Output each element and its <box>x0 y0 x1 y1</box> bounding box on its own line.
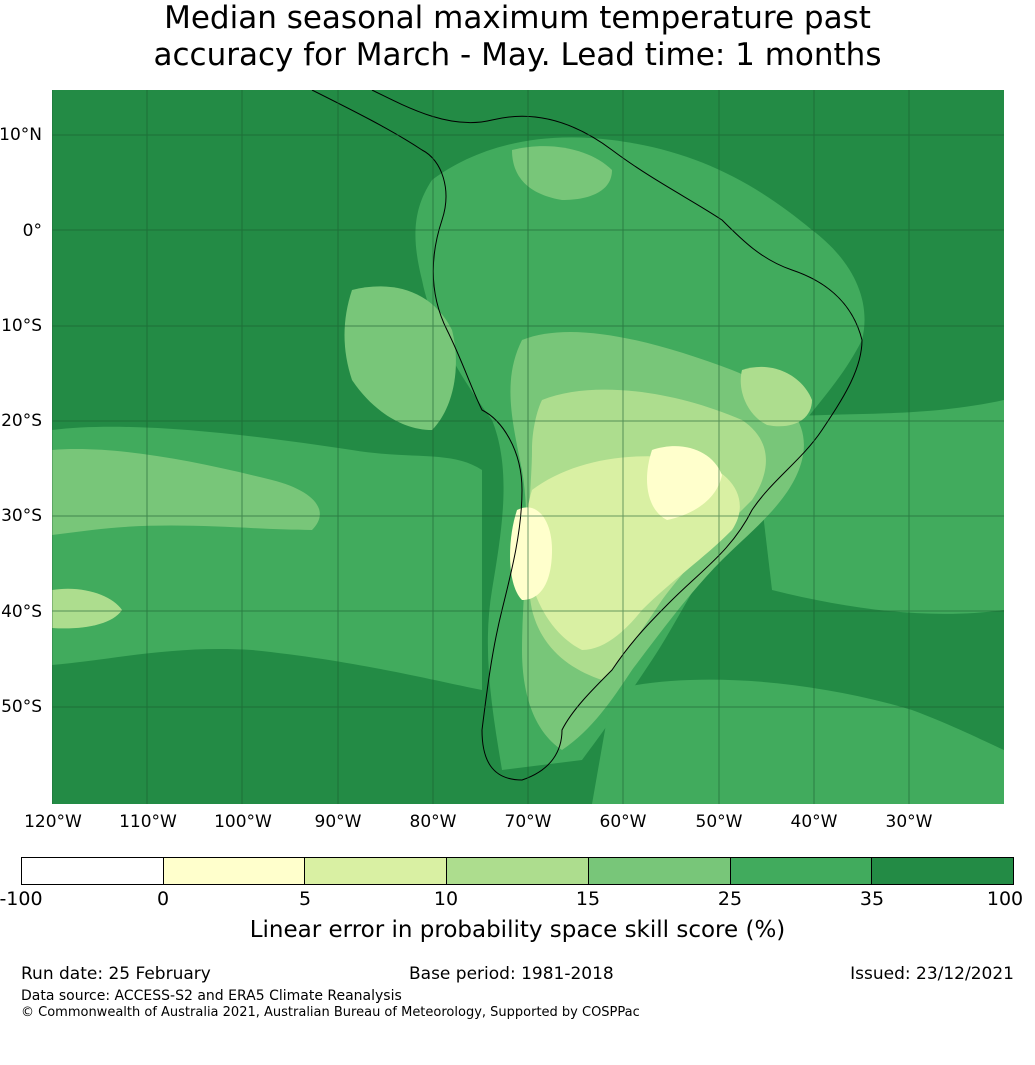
lat-label-10n: 10°N <box>0 125 42 145</box>
band-10-15-pacific-patch <box>52 588 122 629</box>
lat-label-20s: 20°S <box>1 411 42 431</box>
colorbar-tick-100: 100 <box>986 888 1024 910</box>
skill-map <box>52 90 1004 804</box>
colorbar-tick-25: 25 <box>717 888 743 910</box>
data-source: Data source: ACCESS-S2 and ERA5 Climate … <box>21 988 402 1004</box>
copyright: © Commonwealth of Australia 2021, Austra… <box>21 1005 640 1020</box>
lat-label-0: 0° <box>22 221 42 241</box>
colorbar-tick-10: 10 <box>433 888 459 910</box>
band-25-35-south-atlantic <box>592 679 1004 804</box>
band-15-25-west-coast <box>344 286 456 430</box>
band-0-5-core-north <box>647 446 722 520</box>
title-line-2: accuracy for March - May. Lead time: 1 m… <box>153 37 882 73</box>
issued-date: Issued: 23/12/2021 <box>850 964 1014 984</box>
lat-label-40s: 40°S <box>1 602 42 622</box>
colorbar-tick-neg100: -100 <box>0 888 43 910</box>
lat-label-50s: 50°S <box>1 697 42 717</box>
colorbar-tick-15: 15 <box>575 888 601 910</box>
colorbar <box>21 857 1014 885</box>
colorbar-label: Linear error in probability space skill … <box>249 917 786 943</box>
lon-label-110w: 110°W <box>119 812 177 832</box>
lon-label-120w: 120°W <box>24 812 82 832</box>
lon-label-90w: 90°W <box>314 812 362 832</box>
lat-label-30s: 30°S <box>1 506 42 526</box>
lon-label-70w: 70°W <box>504 812 552 832</box>
colorbar-segment-2 <box>163 858 306 884</box>
run-date: Run date: 25 February <box>21 964 211 984</box>
band-0-5 <box>510 446 722 600</box>
lon-label-40w: 40°W <box>790 812 838 832</box>
skill-map-svg <box>52 90 1004 804</box>
colorbar-tick-35: 35 <box>859 888 885 910</box>
colorbar-segment-3 <box>305 858 448 884</box>
lon-label-100w: 100°W <box>214 812 272 832</box>
band-15-25-north <box>512 146 612 200</box>
band-15-25-west-ocean-strip <box>52 449 320 535</box>
colorbar-tick-5: 5 <box>298 888 312 910</box>
lon-label-60w: 60°W <box>599 812 647 832</box>
colorbar-segment-5 <box>588 858 731 884</box>
band-0-5-core-west <box>510 507 552 600</box>
band-10-15-brazil-east <box>740 366 812 427</box>
colorbar-segment-7 <box>872 858 1014 884</box>
lon-label-80w: 80°W <box>409 812 457 832</box>
band-25-35-ocean-east <box>752 400 1004 614</box>
colorbar-segment-1 <box>22 858 164 884</box>
colorbar-segment-6 <box>730 858 873 884</box>
title-line-1: Median seasonal maximum temperature past <box>164 0 871 36</box>
colorbar-tick-0: 0 <box>156 888 170 910</box>
lon-label-50w: 50°W <box>695 812 743 832</box>
lon-label-30w: 30°W <box>885 812 933 832</box>
lat-label-10s: 10°S <box>1 316 42 336</box>
colorbar-segment-4 <box>447 858 589 884</box>
base-period: Base period: 1981-2018 <box>409 964 614 984</box>
map-gridlines <box>52 90 1004 804</box>
chart-title: Median seasonal maximum temperature past… <box>0 0 1035 74</box>
